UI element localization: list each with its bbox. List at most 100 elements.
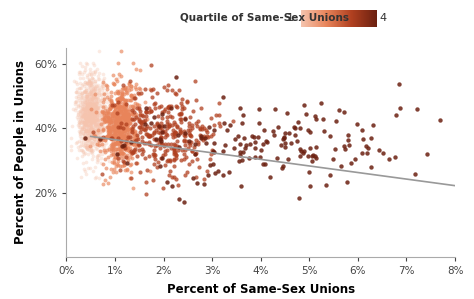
- Point: [173, 144, 181, 149]
- Point: [134, 154, 141, 159]
- Point: [110, 157, 118, 162]
- Point: [163, 118, 171, 123]
- Point: [120, 112, 128, 116]
- Point: [83, 75, 91, 80]
- Point: [108, 102, 116, 107]
- Point: [82, 61, 90, 65]
- Point: [90, 120, 98, 125]
- Point: [96, 98, 103, 103]
- Point: [83, 81, 91, 86]
- Point: [74, 113, 82, 118]
- Point: [86, 126, 94, 131]
- Point: [91, 102, 98, 107]
- Point: [125, 111, 133, 116]
- Point: [343, 179, 350, 184]
- Point: [137, 112, 144, 116]
- Point: [75, 129, 83, 133]
- Point: [98, 88, 106, 93]
- Point: [102, 120, 110, 125]
- Point: [81, 112, 88, 117]
- Point: [147, 108, 155, 113]
- Point: [192, 138, 200, 142]
- Point: [137, 91, 145, 96]
- Point: [99, 120, 107, 125]
- Point: [100, 119, 108, 124]
- Point: [92, 174, 100, 179]
- Point: [123, 118, 131, 122]
- Point: [173, 139, 181, 144]
- Point: [185, 123, 193, 128]
- Point: [181, 117, 189, 122]
- Point: [111, 121, 119, 126]
- Point: [128, 151, 135, 156]
- Point: [105, 128, 112, 133]
- Point: [73, 156, 81, 161]
- Point: [85, 147, 93, 152]
- Point: [79, 132, 86, 137]
- Point: [150, 115, 158, 119]
- Point: [178, 158, 185, 162]
- Point: [115, 121, 122, 126]
- Point: [93, 83, 101, 88]
- Point: [89, 103, 97, 108]
- Point: [104, 115, 112, 120]
- Point: [83, 116, 91, 120]
- Point: [107, 146, 115, 151]
- Point: [93, 142, 100, 147]
- Point: [118, 103, 125, 108]
- Point: [153, 120, 161, 125]
- Point: [99, 84, 107, 89]
- Point: [231, 136, 239, 141]
- Point: [113, 101, 121, 106]
- Point: [98, 104, 105, 109]
- Point: [114, 129, 122, 134]
- Point: [83, 138, 91, 142]
- Point: [120, 112, 128, 117]
- Point: [108, 136, 115, 141]
- Point: [100, 117, 108, 122]
- Point: [94, 157, 101, 162]
- Point: [155, 125, 162, 130]
- Point: [122, 167, 129, 172]
- Point: [91, 119, 99, 124]
- Point: [111, 131, 118, 136]
- Point: [86, 100, 93, 105]
- Point: [130, 141, 138, 145]
- Point: [135, 117, 143, 122]
- Point: [79, 154, 86, 158]
- Point: [288, 141, 295, 146]
- Point: [296, 126, 304, 131]
- Point: [88, 100, 95, 105]
- Point: [95, 140, 102, 145]
- Point: [82, 87, 90, 92]
- Point: [145, 133, 152, 138]
- Point: [82, 137, 89, 142]
- Point: [150, 177, 157, 182]
- Point: [110, 137, 118, 141]
- Point: [245, 156, 253, 161]
- Point: [87, 128, 94, 133]
- Point: [136, 103, 143, 108]
- Point: [118, 87, 126, 91]
- Point: [94, 104, 102, 109]
- Point: [98, 110, 106, 115]
- Point: [116, 147, 124, 151]
- Point: [113, 110, 120, 115]
- Point: [121, 138, 129, 142]
- Point: [88, 127, 96, 132]
- Point: [111, 124, 119, 129]
- Point: [112, 119, 120, 123]
- Point: [92, 108, 100, 113]
- Point: [94, 141, 101, 146]
- Point: [95, 143, 103, 147]
- Point: [128, 110, 136, 115]
- Point: [124, 111, 131, 116]
- Point: [82, 82, 90, 87]
- Point: [99, 135, 107, 139]
- Point: [116, 115, 124, 120]
- Point: [118, 91, 126, 96]
- Point: [83, 147, 91, 151]
- Point: [77, 131, 84, 135]
- Point: [105, 128, 113, 132]
- Point: [170, 132, 178, 136]
